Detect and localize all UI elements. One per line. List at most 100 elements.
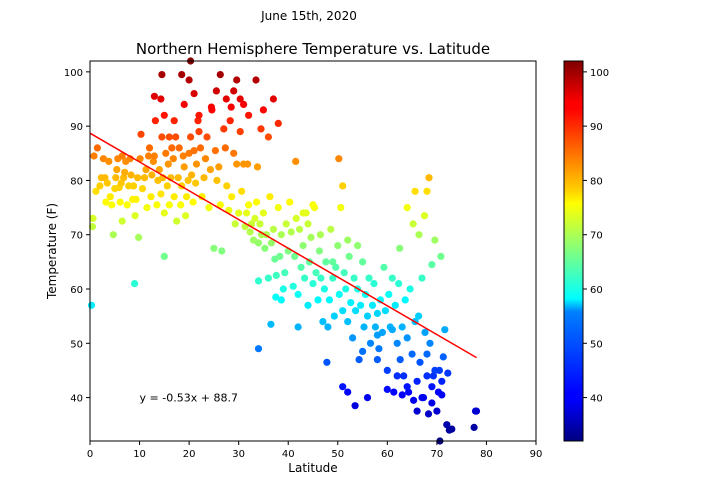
data-point xyxy=(185,76,193,84)
colorbar-tick-label: 100 xyxy=(590,68,609,79)
data-point xyxy=(413,407,421,415)
data-point xyxy=(158,133,166,141)
data-point xyxy=(423,350,431,358)
data-point xyxy=(266,193,274,201)
data-point xyxy=(264,133,272,141)
data-point xyxy=(150,152,158,160)
data-point xyxy=(339,182,347,190)
data-point xyxy=(135,233,143,241)
data-point xyxy=(345,252,353,260)
data-point xyxy=(289,282,297,290)
data-point xyxy=(165,201,173,209)
data-point xyxy=(274,204,282,212)
x-tick-label: 70 xyxy=(431,449,444,460)
data-point xyxy=(269,225,277,233)
x-axis-label: Latitude xyxy=(288,461,337,475)
data-point xyxy=(320,285,328,293)
data-point xyxy=(375,345,383,353)
data-point xyxy=(180,100,188,108)
data-point xyxy=(103,179,111,187)
data-point xyxy=(277,231,285,239)
data-point xyxy=(388,274,396,282)
data-point xyxy=(351,402,359,410)
data-point xyxy=(170,117,178,125)
x-tick-label: 20 xyxy=(183,449,196,460)
data-point xyxy=(89,214,97,222)
data-point xyxy=(272,293,280,301)
data-point xyxy=(236,128,244,136)
data-point xyxy=(307,233,315,241)
data-point xyxy=(192,160,201,168)
data-point xyxy=(254,239,263,247)
data-point xyxy=(403,334,411,342)
data-point xyxy=(294,290,302,298)
data-point xyxy=(93,144,101,152)
data-point xyxy=(153,201,161,209)
data-point xyxy=(317,274,325,282)
data-point xyxy=(425,174,433,182)
data-point xyxy=(344,236,352,244)
data-point xyxy=(470,423,478,431)
data-point xyxy=(121,168,129,176)
data-point xyxy=(421,328,429,336)
data-point xyxy=(337,204,345,212)
data-point xyxy=(471,407,480,415)
data-point xyxy=(376,296,384,304)
data-point xyxy=(370,280,378,288)
data-point xyxy=(398,323,406,331)
data-point xyxy=(170,193,178,201)
data-point xyxy=(329,258,337,266)
colorbar-tick-label: 50 xyxy=(590,339,603,350)
data-point xyxy=(371,323,379,331)
data-point xyxy=(244,160,252,168)
data-point xyxy=(210,244,218,252)
data-point xyxy=(357,301,365,309)
y-axis-ticks: 40 50 60 70 80 90 100 xyxy=(64,68,90,405)
data-point xyxy=(360,323,368,331)
data-point xyxy=(174,174,182,182)
data-point xyxy=(108,201,116,209)
data-point xyxy=(206,166,214,174)
data-point xyxy=(325,296,333,304)
data-point xyxy=(164,160,172,168)
data-point xyxy=(130,182,138,190)
colorbar-tick-label: 60 xyxy=(590,285,603,296)
data-point xyxy=(165,133,173,141)
x-tick-label: 80 xyxy=(480,449,493,460)
x-tick-label: 50 xyxy=(331,449,344,460)
data-point xyxy=(405,388,413,396)
data-point xyxy=(148,171,156,179)
data-point xyxy=(409,220,417,228)
data-point xyxy=(96,182,104,190)
data-point xyxy=(388,326,396,334)
data-point xyxy=(315,247,323,255)
data-point xyxy=(143,204,151,212)
x-tick-label: 60 xyxy=(381,449,394,460)
data-point xyxy=(105,157,113,165)
data-point xyxy=(256,220,264,228)
data-point xyxy=(195,111,203,119)
data-point xyxy=(118,152,126,160)
data-point xyxy=(312,269,320,277)
data-point xyxy=(226,117,234,125)
data-point xyxy=(253,163,262,171)
data-point xyxy=(322,258,330,266)
data-point xyxy=(189,198,197,206)
data-point xyxy=(439,353,447,361)
data-point xyxy=(157,190,165,198)
data-point xyxy=(106,193,114,201)
data-point xyxy=(383,366,391,374)
data-point xyxy=(267,320,275,328)
data-point xyxy=(354,242,362,250)
data-point xyxy=(340,269,348,277)
data-point xyxy=(347,299,355,307)
data-point xyxy=(423,372,431,380)
y-tick-label: 100 xyxy=(64,68,83,79)
data-point xyxy=(213,176,221,184)
data-point xyxy=(327,225,335,233)
data-point xyxy=(157,95,165,103)
data-point xyxy=(408,350,416,358)
data-point xyxy=(438,391,446,399)
data-point xyxy=(90,152,98,160)
data-point xyxy=(299,209,307,217)
